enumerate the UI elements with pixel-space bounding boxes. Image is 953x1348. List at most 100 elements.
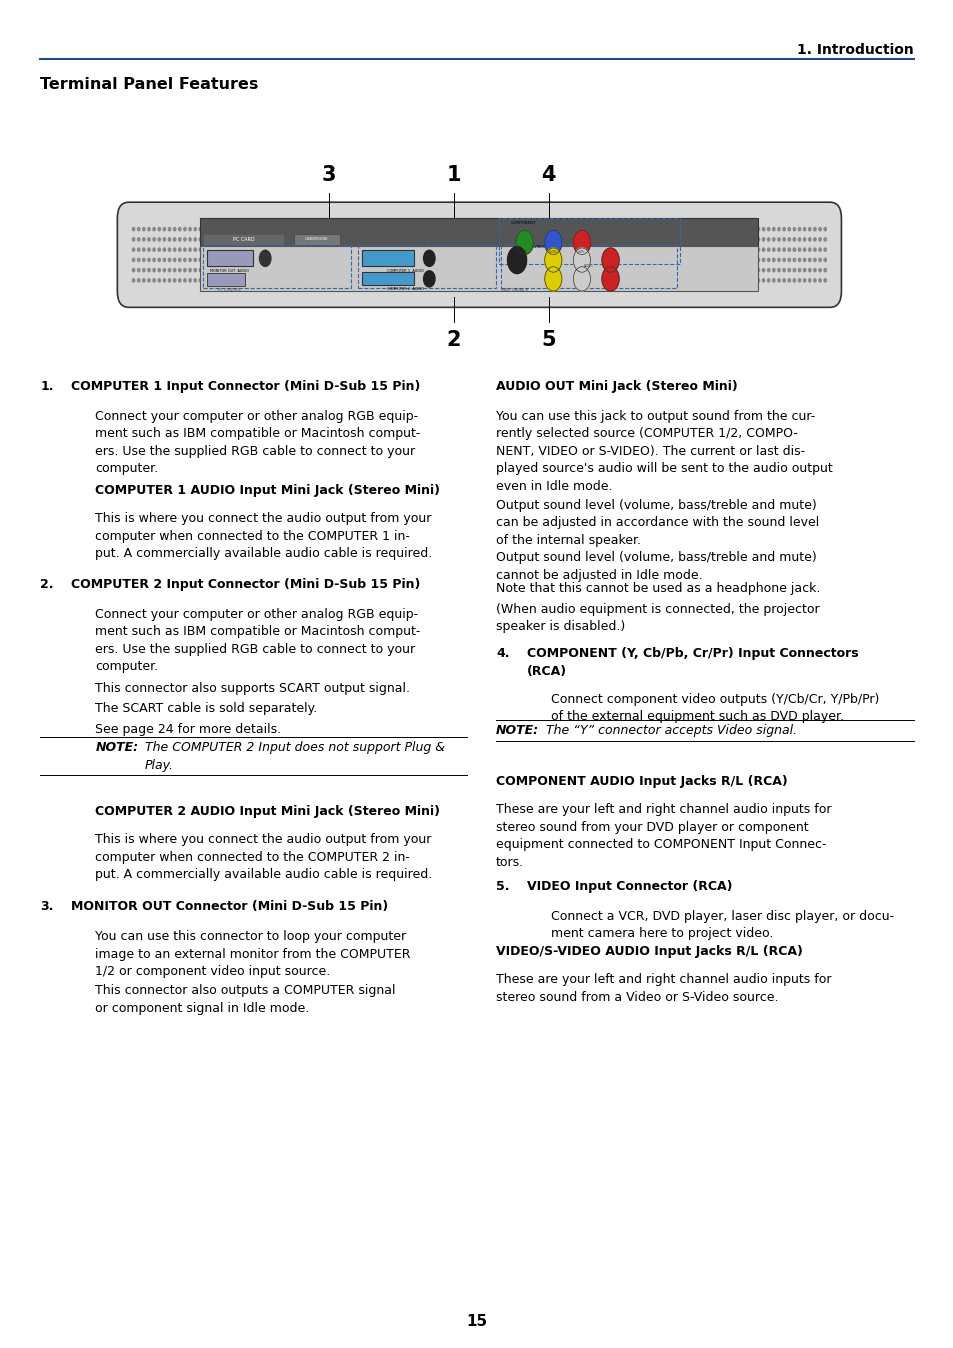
FancyBboxPatch shape [117, 202, 841, 307]
Circle shape [132, 228, 134, 231]
Circle shape [148, 259, 150, 262]
Circle shape [813, 237, 815, 241]
Circle shape [193, 259, 196, 262]
Text: Connect component video outputs (Y/Cb/Cr, Y/Pb/Pr)
of the external equipment suc: Connect component video outputs (Y/Cb/Cr… [551, 693, 879, 724]
Circle shape [132, 237, 134, 241]
Circle shape [798, 279, 800, 282]
Circle shape [199, 279, 201, 282]
Circle shape [173, 228, 175, 231]
Text: See page 24 for more details.: See page 24 for more details. [95, 723, 281, 736]
Text: COMPUTER 1  AUDIO: COMPUTER 1 AUDIO [387, 270, 423, 274]
Text: Terminal Panel Features: Terminal Panel Features [40, 77, 258, 92]
Circle shape [772, 237, 774, 241]
Bar [207, 272, 245, 286]
Bar [207, 251, 253, 266]
Text: Y: Y [523, 251, 525, 255]
Text: 3: 3 [321, 166, 336, 185]
Circle shape [143, 228, 145, 231]
Circle shape [132, 259, 134, 262]
Circle shape [189, 268, 191, 272]
Text: Cr/Pr: Cr/Pr [578, 251, 585, 255]
Circle shape [163, 259, 166, 262]
Circle shape [143, 237, 145, 241]
Text: COMPONENT AUDIO Input Jacks R/L (RCA): COMPONENT AUDIO Input Jacks R/L (RCA) [496, 775, 787, 789]
Text: Output sound level (volume, bass/treble and mute)
can be adjusted in accordance : Output sound level (volume, bass/treble … [496, 499, 819, 547]
Text: 4.: 4. [496, 647, 509, 661]
Text: This is where you connect the audio output from your
computer when connected to : This is where you connect the audio outp… [95, 833, 433, 882]
Circle shape [761, 228, 764, 231]
Circle shape [798, 228, 800, 231]
Circle shape [168, 259, 171, 262]
Circle shape [802, 268, 805, 272]
Text: COMPUTER 2 Input Connector (Mini D-Sub 15 Pin): COMPUTER 2 Input Connector (Mini D-Sub 1… [71, 578, 419, 592]
Circle shape [148, 279, 150, 282]
Circle shape [137, 237, 140, 241]
Circle shape [184, 268, 186, 272]
Circle shape [189, 248, 191, 251]
Text: This connector also supports SCART output signal.: This connector also supports SCART outpu… [95, 682, 410, 696]
Circle shape [823, 259, 825, 262]
Circle shape [772, 268, 774, 272]
Circle shape [173, 268, 175, 272]
Circle shape [777, 237, 780, 241]
Circle shape [507, 247, 526, 274]
Text: VIDEO/S-VIDEO AUDIO Input Jacks R/L (RCA): VIDEO/S-VIDEO AUDIO Input Jacks R/L (RCA… [496, 945, 802, 958]
Circle shape [787, 248, 790, 251]
Text: 4: 4 [540, 166, 556, 185]
Circle shape [792, 228, 795, 231]
Text: 1.: 1. [40, 380, 53, 394]
Circle shape [544, 267, 561, 291]
Circle shape [808, 248, 810, 251]
Text: 1. Introduction: 1. Introduction [797, 43, 913, 57]
Circle shape [757, 259, 759, 262]
Text: The COMPUTER 2 Input does not support Plug &
Play.: The COMPUTER 2 Input does not support Pl… [145, 741, 444, 772]
Circle shape [808, 228, 810, 231]
Text: Connect your computer or other analog RGB equip-
ment such as IBM compatible or : Connect your computer or other analog RG… [95, 410, 420, 476]
Circle shape [777, 228, 780, 231]
Circle shape [813, 228, 815, 231]
Circle shape [808, 268, 810, 272]
Circle shape [782, 268, 784, 272]
Circle shape [178, 228, 181, 231]
Circle shape [199, 228, 201, 231]
Circle shape [823, 279, 825, 282]
Text: (When audio equipment is connected, the projector
speaker is disabled.): (When audio equipment is connected, the … [496, 603, 819, 634]
Circle shape [148, 268, 150, 272]
Circle shape [193, 279, 196, 282]
Circle shape [137, 228, 140, 231]
Circle shape [823, 228, 825, 231]
Circle shape [148, 228, 150, 231]
Circle shape [132, 279, 134, 282]
Circle shape [544, 231, 561, 255]
Circle shape [802, 279, 805, 282]
Text: The SCART cable is sold separately.: The SCART cable is sold separately. [95, 702, 317, 716]
Circle shape [792, 259, 795, 262]
Circle shape [818, 268, 821, 272]
Circle shape [137, 248, 140, 251]
Circle shape [767, 279, 769, 282]
Circle shape [802, 248, 805, 251]
Circle shape [152, 228, 155, 231]
Circle shape [761, 237, 764, 241]
Circle shape [787, 268, 790, 272]
Circle shape [152, 279, 155, 282]
Circle shape [199, 259, 201, 262]
Bar [361, 272, 414, 284]
Circle shape [178, 279, 181, 282]
Circle shape [802, 237, 805, 241]
Circle shape [143, 259, 145, 262]
Circle shape [787, 259, 790, 262]
Circle shape [777, 279, 780, 282]
Circle shape [158, 259, 160, 262]
Text: COMPONENT (Y, Cb/Pb, Cr/Pr) Input Connectors
(RCA): COMPONENT (Y, Cb/Pb, Cr/Pr) Input Connec… [526, 647, 858, 678]
Text: 5.: 5. [496, 880, 509, 894]
Circle shape [757, 279, 759, 282]
Circle shape [757, 228, 759, 231]
Text: VIDEO Input Connector (RCA): VIDEO Input Connector (RCA) [526, 880, 731, 894]
Circle shape [818, 228, 821, 231]
Circle shape [163, 268, 166, 272]
Circle shape [168, 268, 171, 272]
Circle shape [173, 279, 175, 282]
Circle shape [782, 237, 784, 241]
Circle shape [158, 237, 160, 241]
